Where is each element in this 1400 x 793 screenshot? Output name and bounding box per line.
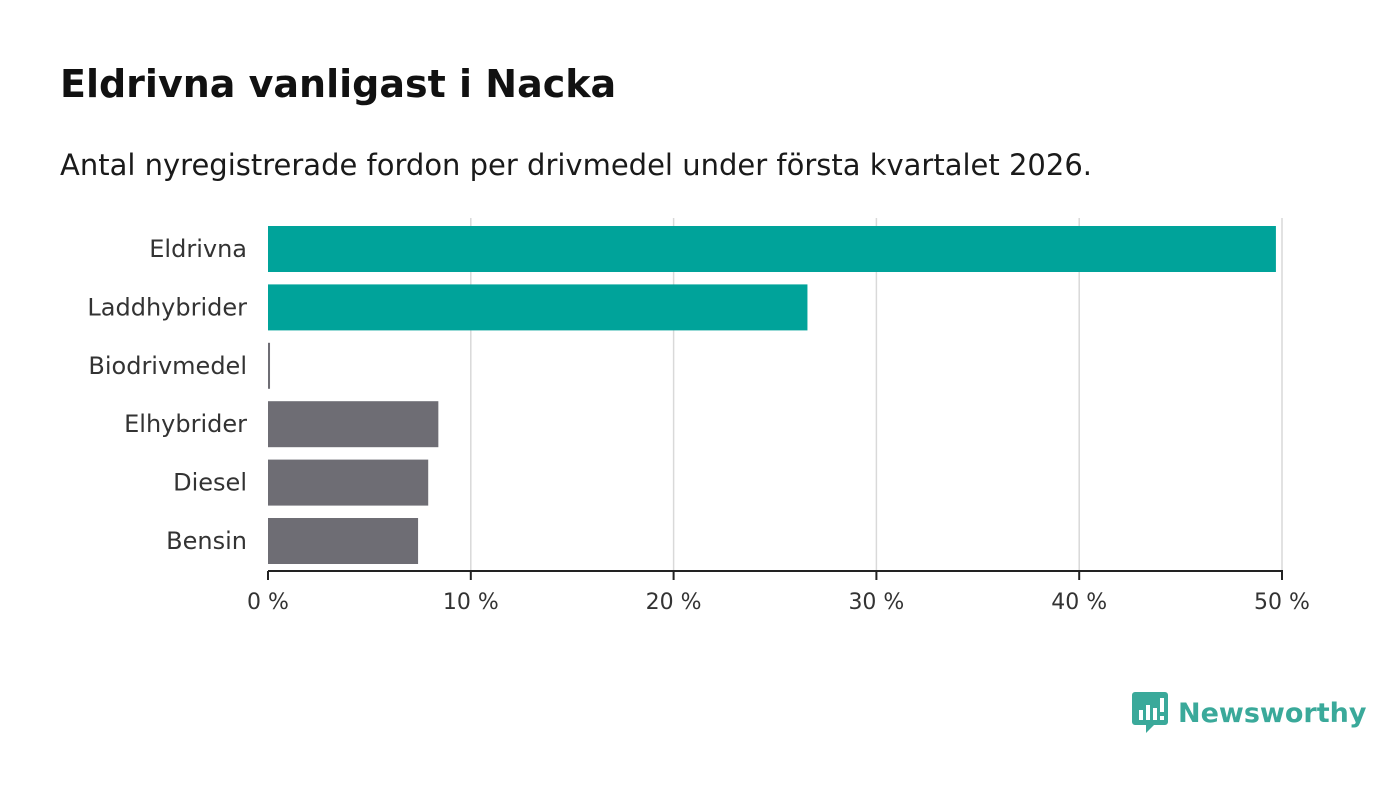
- bar-diesel: [268, 459, 429, 506]
- category-label: Eldrivna: [149, 235, 247, 263]
- bar-eldrivna: [268, 226, 1276, 272]
- category-label: Elhybrider: [124, 410, 247, 438]
- brand-name: Newsworthy: [1178, 697, 1367, 729]
- chart-subtitle: Antal nyregistrerade fordon per drivmede…: [60, 148, 1093, 182]
- bar-bensin: [268, 518, 419, 564]
- category-label: Diesel: [173, 469, 247, 497]
- x-tick-label: 0 %: [247, 590, 289, 615]
- x-tick-label: 30 %: [848, 590, 904, 615]
- category-label: Biodrivmedel: [88, 352, 247, 380]
- bar-chart-speech-bubble-icon: [1132, 692, 1168, 733]
- category-label: Laddhybrider: [87, 293, 247, 321]
- bar-laddhybrider: [268, 284, 808, 331]
- category-label: Bensin: [166, 527, 247, 555]
- x-tick-label: 20 %: [646, 590, 702, 615]
- x-tick-label: 10 %: [443, 590, 499, 615]
- bar-elhybrider: [268, 401, 439, 448]
- x-tick-label: 40 %: [1051, 590, 1107, 615]
- newsworthy-logo: Newsworthy: [1132, 692, 1366, 734]
- bar-biodrivmedel: [268, 342, 271, 389]
- x-tick-label: 50 %: [1254, 590, 1310, 615]
- chart-title: Eldrivna vanligast i Nacka: [60, 62, 617, 106]
